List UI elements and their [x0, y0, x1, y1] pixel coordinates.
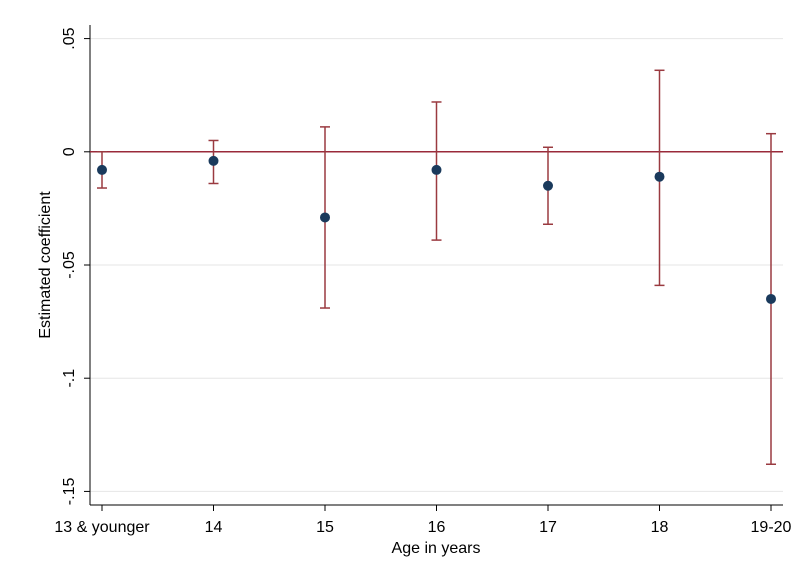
y-tick-label: -.1: [61, 369, 78, 388]
x-axis-label: Age in years: [392, 540, 481, 557]
x-tick-label: 15: [316, 519, 334, 536]
y-tick-label: -.15: [61, 478, 78, 506]
y-tick-label: .05: [61, 27, 78, 49]
y-axis-label: Estimated coefficient: [37, 191, 54, 339]
point: [543, 180, 553, 191]
x-tick-label: 19-20: [751, 519, 792, 536]
x-tick-label: 17: [539, 519, 557, 536]
point: [208, 155, 219, 166]
point: [97, 164, 107, 175]
point: [431, 164, 442, 175]
x-tick-label: 18: [651, 519, 669, 536]
point: [320, 212, 330, 223]
x-tick-label: 16: [428, 519, 446, 536]
point: [654, 171, 665, 182]
x-tick-label: 13 & younger: [54, 519, 150, 536]
y-tick-label: 0: [61, 147, 78, 156]
point: [766, 293, 776, 304]
y-tick-label: -.05: [61, 251, 78, 279]
x-tick-label: 14: [205, 519, 223, 536]
